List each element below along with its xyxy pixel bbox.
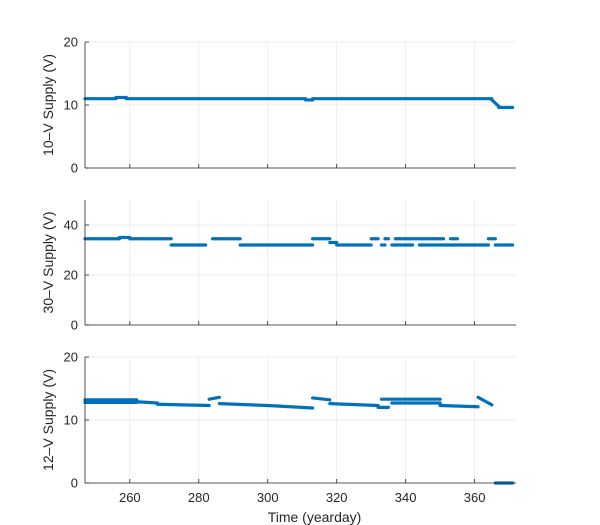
y-axis-label: 12–V Supply (V) (40, 369, 56, 471)
data-segment (310, 396, 332, 402)
y-tick-label: 20 (64, 35, 78, 50)
data-segment (328, 402, 380, 408)
data-segment (490, 98, 501, 108)
data-segment (155, 402, 211, 408)
y-tick-label: 40 (64, 218, 78, 233)
panel-12v-supply: 0 10 20 260 280 300 320 340 360 12–V Supply (V) Ti… (40, 350, 516, 525)
x-tick-label: 320 (326, 490, 348, 505)
y-axis-label: 30–V Supply (V) (40, 212, 56, 314)
panel-30v-supply: 0 20 40 30–V Supply (V) (40, 200, 516, 333)
y-tick-label: 10 (64, 98, 78, 113)
y-tick-label: 0 (71, 161, 78, 176)
x-tick-label: 300 (257, 490, 279, 505)
x-tick-label: 340 (395, 490, 417, 505)
data-segment (438, 403, 480, 409)
data-segment (266, 403, 315, 410)
data-segment (207, 395, 222, 401)
y-tick-label: 0 (71, 318, 78, 333)
x-tick-label: 280 (188, 490, 210, 505)
x-tick-label: 360 (464, 490, 486, 505)
data-segment (135, 400, 160, 405)
data-segment (476, 395, 494, 407)
plot-area (85, 200, 516, 325)
panel-10v-supply: 0 10 20 10–V Supply (V) (40, 35, 516, 176)
y-tick-label: 20 (64, 350, 78, 365)
y-tick-label: 10 (64, 413, 78, 428)
y-tick-label: 20 (64, 268, 78, 283)
x-tick-label: 260 (119, 490, 141, 505)
x-axis-label: Time (yearday) (268, 509, 362, 525)
y-axis-label: 10–V Supply (V) (40, 54, 56, 156)
y-tick-label: 0 (71, 476, 78, 491)
data-segment (217, 402, 270, 408)
